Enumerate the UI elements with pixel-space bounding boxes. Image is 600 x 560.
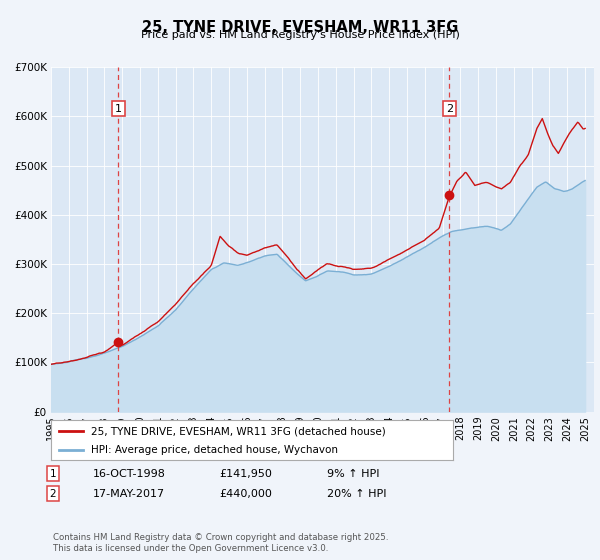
Text: 2: 2 <box>49 489 56 499</box>
Text: HPI: Average price, detached house, Wychavon: HPI: Average price, detached house, Wych… <box>91 445 338 455</box>
Text: Price paid vs. HM Land Registry's House Price Index (HPI): Price paid vs. HM Land Registry's House … <box>140 30 460 40</box>
Text: 9% ↑ HPI: 9% ↑ HPI <box>327 469 380 479</box>
Text: 17-MAY-2017: 17-MAY-2017 <box>93 489 165 499</box>
Text: Contains HM Land Registry data © Crown copyright and database right 2025.
This d: Contains HM Land Registry data © Crown c… <box>53 533 388 553</box>
Text: 25, TYNE DRIVE, EVESHAM, WR11 3FG (detached house): 25, TYNE DRIVE, EVESHAM, WR11 3FG (detac… <box>91 426 386 436</box>
Text: 20% ↑ HPI: 20% ↑ HPI <box>327 489 386 499</box>
Text: 1: 1 <box>115 104 122 114</box>
Text: 16-OCT-1998: 16-OCT-1998 <box>93 469 166 479</box>
Text: 1: 1 <box>49 469 56 479</box>
Text: £141,950: £141,950 <box>219 469 272 479</box>
Text: £440,000: £440,000 <box>219 489 272 499</box>
Text: 2: 2 <box>446 104 453 114</box>
Text: 25, TYNE DRIVE, EVESHAM, WR11 3FG: 25, TYNE DRIVE, EVESHAM, WR11 3FG <box>142 20 458 35</box>
